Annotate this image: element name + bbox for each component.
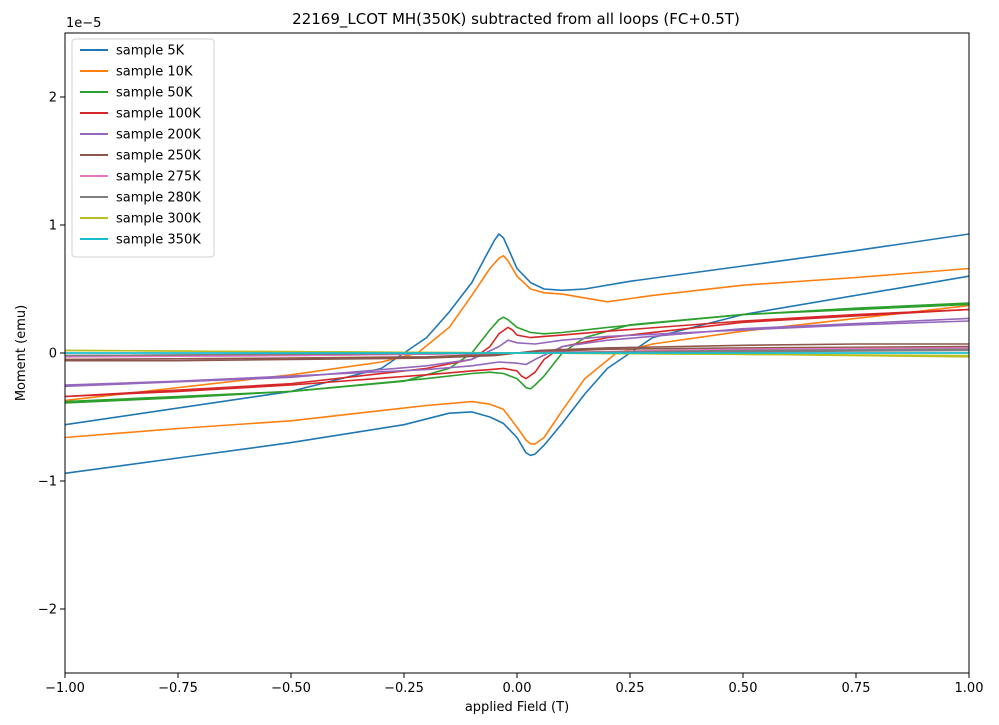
x-axis-label: applied Field (T) [465,700,569,715]
x-tick-label: −0.75 [158,681,198,696]
series-line [65,345,969,362]
x-tick-label: −1.00 [45,681,85,696]
series-line [65,303,969,404]
series-sample-200k [65,317,969,388]
y-offset-label: 1e−5 [66,16,101,31]
legend-entry: sample 10K [116,65,193,80]
series-sample-100k [65,308,969,398]
legend-entry: sample 100K [116,107,201,122]
x-tick-label: 0.25 [616,681,645,696]
series-line [65,275,969,475]
legend-entry: sample 275K [116,170,201,185]
y-tick-label: 1 [49,219,57,234]
series-line [65,308,969,398]
series-line [65,233,969,426]
legend-entry: sample 50K [116,86,193,101]
y-tick-label: −2 [38,603,57,618]
y-tick-label: −1 [38,475,57,490]
series-line [65,320,969,388]
y-axis-label: Moment (emu) [14,305,29,401]
legend-entry: sample 200K [116,128,201,143]
legend-entry: sample 300K [116,212,201,227]
legend-entry: sample 250K [116,149,201,164]
x-tick-label: 0.75 [842,681,871,696]
legend-entry: sample 350K [116,233,201,248]
legend-entry: sample 5K [116,44,185,59]
series-line [65,308,969,398]
y-tick-label: 2 [49,91,57,106]
series-sample-5k [65,233,969,475]
x-tick-label: 0.50 [729,681,758,696]
y-tick-label: 0 [49,347,57,362]
series-layer [65,233,969,475]
x-tick-label: −0.25 [384,681,424,696]
plot-area [64,32,970,674]
chart-title: 22169_LCOT MH(350K) subtracted from all … [292,10,740,29]
legend-entry: sample 280K [116,191,201,206]
series-sample-50k [65,302,969,404]
x-tick-label: 1.00 [955,681,984,696]
x-axis: −1.00 −0.75 −0.50 −0.25 0.00 0.25 0.50 0.75 1.00 [45,673,983,696]
legend-box [71,38,215,258]
series-line [65,317,969,386]
y-axis: −2 −1 0 1 2 [38,91,65,618]
x-tick-label: 0.00 [503,681,532,696]
series-sample-250k [65,343,969,362]
legend: sample 5K sample 10K sample 50K sample 100K… [71,38,215,258]
x-tick-label: −0.50 [271,681,311,696]
